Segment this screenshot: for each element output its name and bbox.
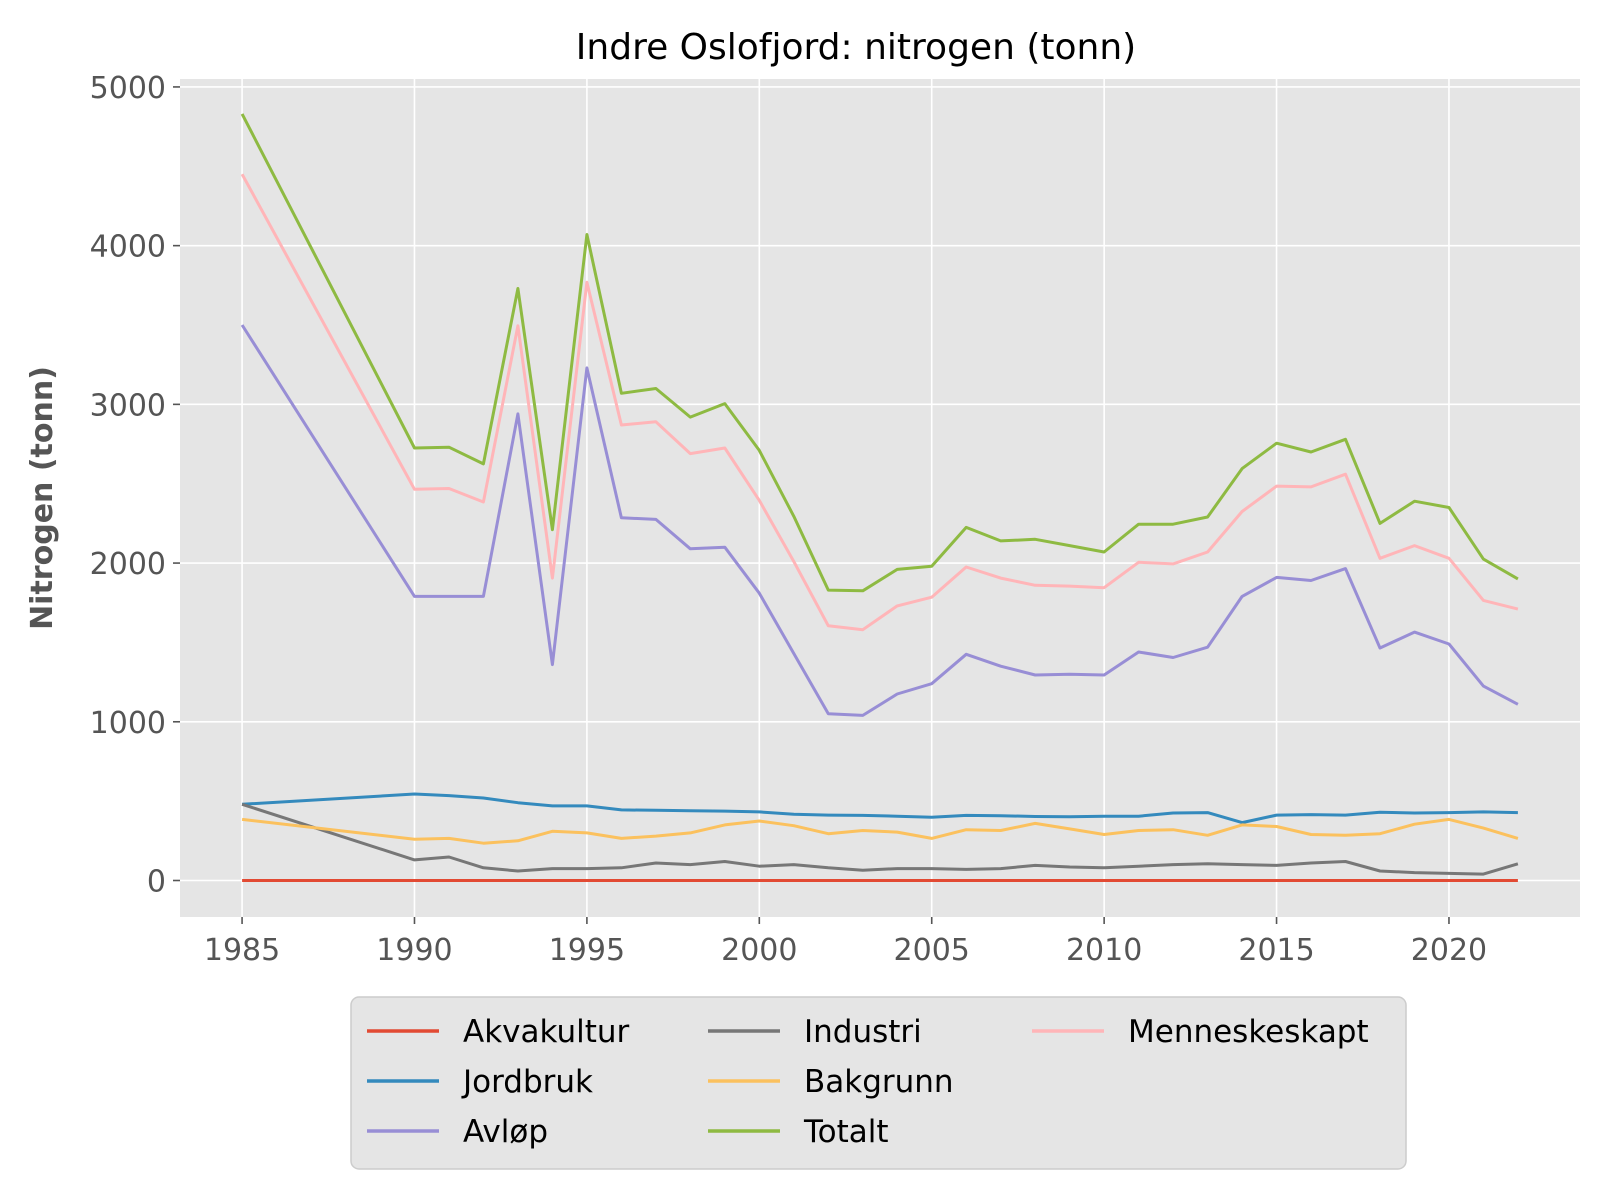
legend-label-industri: Industri <box>804 1014 922 1050</box>
x-tick-label: 2020 <box>1411 933 1487 968</box>
series-line-industri <box>241 802 1519 876</box>
legend: Akvakultur Jordbruk Avløp Industri Bakgrunn T… <box>350 996 1407 1170</box>
x-tick-label: 1985 <box>204 933 280 968</box>
plot-background <box>180 79 1580 917</box>
y-tick-label: 5000 <box>90 71 166 106</box>
x-tick-label: 2010 <box>1066 933 1142 968</box>
chart-title: Indre Oslofjord: nitrogen (tonn) <box>576 27 1136 68</box>
series-line-avl-p <box>240 324 1519 717</box>
series-line-jordbruk <box>242 792 1518 825</box>
x-tick-label: 2000 <box>721 933 797 968</box>
legend-label-avl-p: Avløp <box>463 1114 548 1150</box>
series-line-totalt <box>240 113 1519 593</box>
series-line-bakgrunn <box>241 817 1519 845</box>
legend-label-akvakultur: Akvakultur <box>463 1014 630 1050</box>
legend-label-bakgrunn: Bakgrunn <box>804 1064 954 1100</box>
x-tick-label: 1995 <box>549 933 625 968</box>
y-tick-label: 3000 <box>90 388 166 423</box>
legend-label-menneskeskapt: Menneskeskapt <box>1128 1014 1369 1050</box>
y-tick-label: 0 <box>147 864 166 899</box>
legend-label-totalt: Totalt <box>803 1114 889 1150</box>
legend-label-jordbruk: Jordbruk <box>461 1064 593 1100</box>
y-tick-label: 1000 <box>90 706 166 741</box>
x-axis-ticks: 1985 1990 1995 2000 2005 2010 2015 2020 <box>204 917 1487 968</box>
y-axis-label: Nitrogen (tonn) <box>25 366 60 630</box>
y-axis-ticks: 0 1000 2000 3000 4000 5000 <box>90 71 180 899</box>
legend-frame <box>350 996 1407 1170</box>
series-line-menneskeskapt <box>240 173 1519 632</box>
x-tick-label: 1990 <box>376 933 452 968</box>
y-tick-label: 4000 <box>90 230 166 265</box>
x-tick-label: 2005 <box>894 933 970 968</box>
series-lines <box>240 113 1519 882</box>
x-tick-label: 2015 <box>1238 933 1314 968</box>
y-tick-label: 2000 <box>90 547 166 582</box>
